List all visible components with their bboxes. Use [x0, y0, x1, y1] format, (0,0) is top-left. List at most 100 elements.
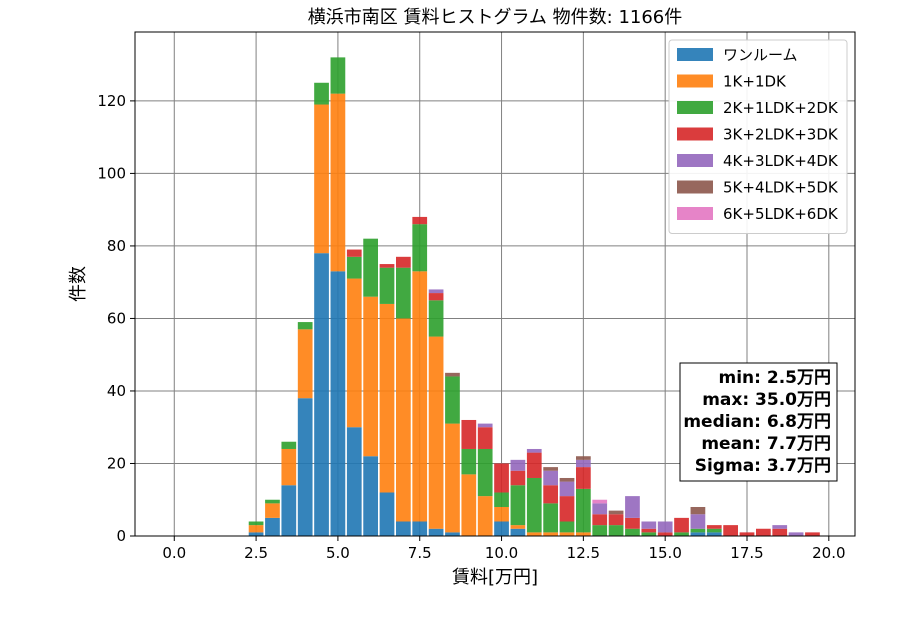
bar-segment-6-bin-28 [690, 506, 706, 515]
x-axis-label: 賃料[万円] [452, 567, 538, 588]
bar-segment-1-bin-29 [706, 532, 722, 536]
bar-segment-2-bin-4 [297, 329, 313, 399]
y-tick-label: 100 [97, 164, 126, 182]
bar-segment-2-bin-10 [396, 318, 411, 522]
bar-segment-2-bin-9 [379, 303, 395, 493]
bar-segment-3-bin-29 [706, 528, 722, 533]
legend-swatch [677, 154, 713, 167]
bar-segment-1-bin-16 [494, 521, 509, 536]
bar-segment-2-bin-8 [363, 296, 378, 457]
legend-swatch [677, 74, 713, 88]
bar-segment-3-bin-22 [592, 525, 608, 536]
legend-swatch [677, 180, 713, 194]
bar-segment-4-bin-19 [543, 485, 558, 504]
bar-segment-4-bin-10 [396, 256, 411, 268]
bar-segment-5-bin-15 [477, 423, 493, 428]
bar-segment-4-bin-17 [510, 470, 526, 486]
bar-segment-4-bin-35 [805, 532, 820, 536]
legend-label: 2K+1LDK+2DK [723, 99, 839, 117]
stats-line: max: 35.0万円 [702, 390, 831, 410]
bar-segment-5-bin-20 [559, 481, 575, 497]
bar-segment-5-bin-19 [543, 470, 558, 486]
bar-segment-1-bin-6 [330, 271, 346, 536]
bar-segment-5-bin-34 [788, 532, 804, 536]
legend-swatch [677, 48, 713, 61]
bar-segment-3-bin-7 [346, 256, 362, 279]
bar-segment-5-bin-25 [641, 521, 657, 529]
bars [248, 57, 820, 536]
bar-segment-4-bin-7 [346, 249, 362, 257]
x-tick-label: 2.5 [244, 544, 268, 562]
bar-segment-1-bin-1 [248, 532, 264, 536]
legend-label: 1K+1DK [723, 73, 787, 91]
y-tick-label: 20 [107, 454, 126, 472]
bar-segment-4-bin-11 [412, 216, 428, 225]
bar-segment-5-bin-17 [510, 459, 526, 471]
y-axis-ticks: 0 20 40 60 80 100 120 [97, 92, 135, 545]
bar-segment-3-bin-20 [559, 521, 575, 533]
bar-segment-2-bin-6 [330, 93, 346, 272]
bar-segment-1-bin-5 [314, 253, 329, 536]
bar-segment-3-bin-11 [412, 224, 428, 272]
bar-segment-4-bin-18 [526, 452, 542, 478]
bar-segment-3-bin-21 [576, 488, 591, 533]
x-tick-label: 0.0 [162, 544, 186, 562]
x-tick-label: 5.0 [326, 544, 350, 562]
bar-segment-4-bin-23 [608, 514, 624, 526]
bar-segment-2-bin-19 [543, 532, 558, 536]
bar-segment-1-bin-9 [379, 492, 395, 536]
bar-segment-5-bin-18 [526, 448, 542, 453]
bar-segment-5-bin-21 [576, 459, 591, 468]
legend-swatch [677, 127, 713, 141]
bar-segment-2-bin-2 [265, 503, 280, 518]
legend-swatch [677, 101, 713, 114]
bar-segment-3-bin-15 [477, 448, 493, 497]
bar-segment-4-bin-30 [723, 525, 738, 536]
bar-segment-1-bin-7 [346, 427, 362, 536]
x-tick-label: 7.5 [408, 544, 432, 562]
bar-segment-6-bin-20 [559, 477, 575, 482]
bar-segment-1-bin-3 [281, 485, 297, 536]
bar-segment-3-bin-27 [674, 532, 689, 536]
bar-segment-2-bin-17 [510, 525, 526, 529]
bar-segment-1-bin-10 [396, 521, 411, 536]
bar-segment-3-bin-4 [297, 322, 313, 330]
bar-segment-4-bin-14 [461, 419, 477, 449]
bar-segment-2-bin-12 [428, 336, 444, 529]
bar-segment-1-bin-8 [363, 456, 378, 536]
legend: ワンルーム 1K+1DK 2K+1LDK+2DK 3K+2LDK+3DK 4K+3LDK… [668, 39, 848, 234]
bar-segment-2-bin-7 [346, 278, 362, 428]
bar-segment-4-bin-31 [739, 532, 755, 536]
bar-segment-2-bin-1 [248, 525, 264, 533]
bar-segment-3-bin-14 [461, 448, 477, 475]
bar-segment-3-bin-28 [690, 528, 706, 533]
bar-segment-1-bin-4 [297, 398, 313, 536]
bar-segment-3-bin-3 [281, 441, 297, 449]
x-tick-label: 17.5 [730, 544, 763, 562]
legend-label: ワンルーム [723, 46, 798, 64]
legend-label: 3K+2LDK+3DK [723, 126, 839, 144]
bar-segment-3-bin-8 [363, 238, 378, 297]
y-tick-label: 0 [116, 527, 126, 545]
bar-segment-3-bin-1 [248, 521, 264, 526]
bar-segment-3-bin-6 [330, 57, 346, 94]
bar-segment-3-bin-24 [625, 528, 640, 536]
bar-segment-3-bin-5 [314, 82, 329, 105]
legend-label: 6K+5LDK+6DK [723, 205, 839, 223]
bar-segment-1-bin-28 [690, 532, 706, 536]
bar-segment-4-bin-26 [657, 532, 673, 536]
bar-segment-4-bin-25 [641, 528, 657, 533]
chart-title: 横浜市南区 賃料ヒストグラム 物件数: 1166件 [308, 7, 683, 28]
stats-box-frame [679, 362, 838, 482]
bar-segment-2-bin-20 [559, 532, 575, 536]
bar-segment-2-bin-16 [494, 506, 509, 522]
bar-segment-3-bin-9 [379, 267, 395, 304]
x-tick-label: 12.5 [567, 544, 600, 562]
x-axis-ticks: 0.0 2.5 5.0 7.5 10.0 12.5 15.0 17.5 20.0 [162, 536, 846, 562]
bar-segment-4-bin-21 [576, 467, 591, 489]
bar-segment-1-bin-11 [412, 521, 428, 536]
bar-segment-3-bin-18 [526, 477, 542, 533]
bar-segment-4-bin-20 [559, 496, 575, 522]
